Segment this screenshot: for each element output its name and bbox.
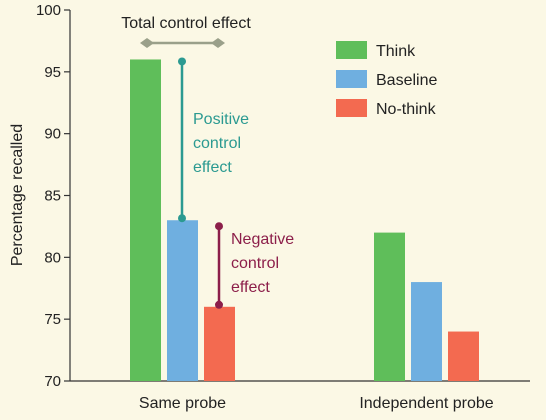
y-tick-label: 85 [44, 188, 61, 205]
x-axis-labels: Same probe Independent probe [139, 395, 494, 412]
bar [130, 59, 161, 381]
total-effect-arrowhead [211, 38, 225, 48]
annotations: Total control effect Positive control effec… [121, 15, 294, 309]
bar [448, 331, 479, 381]
legend-label: Baseline [376, 72, 437, 89]
positive-effect-label: effect [193, 159, 232, 176]
negative-effect-label: control [231, 255, 279, 272]
legend-swatch [336, 99, 367, 117]
x-tick-label: Same probe [139, 395, 226, 412]
positive-effect-label: control [193, 135, 241, 152]
y-tick-label: 95 [44, 64, 61, 81]
y-tick-label: 80 [44, 249, 61, 266]
total-effect-label: Total control effect [121, 15, 251, 32]
positive-effect-label: Positive [193, 111, 249, 128]
legend-label: Think [376, 43, 416, 60]
y-tick-label: 100 [36, 2, 61, 19]
y-tick-label: 90 [44, 126, 61, 143]
x-tick-label: Independent probe [359, 395, 493, 412]
y-tick-label: 75 [44, 311, 61, 328]
bar [167, 220, 198, 381]
y-tick-label: 70 [44, 373, 61, 390]
bar [374, 232, 405, 381]
negative-effect-label: effect [231, 279, 270, 296]
legend-label: No-think [376, 101, 437, 118]
legend-swatch [336, 41, 367, 59]
positive-effect-marker [178, 57, 186, 66]
bar [204, 306, 235, 381]
negative-effect-marker [215, 300, 223, 309]
legend: Think Baseline No-think [336, 41, 437, 118]
positive-effect-marker [178, 214, 186, 223]
negative-effect-label: Negative [231, 231, 294, 248]
legend-swatch [336, 70, 367, 88]
bars [130, 59, 479, 381]
negative-effect-marker [215, 222, 223, 231]
y-axis-label: Percentage recalled [9, 124, 26, 266]
bar [411, 282, 442, 381]
total-effect-arrowhead [140, 38, 154, 48]
